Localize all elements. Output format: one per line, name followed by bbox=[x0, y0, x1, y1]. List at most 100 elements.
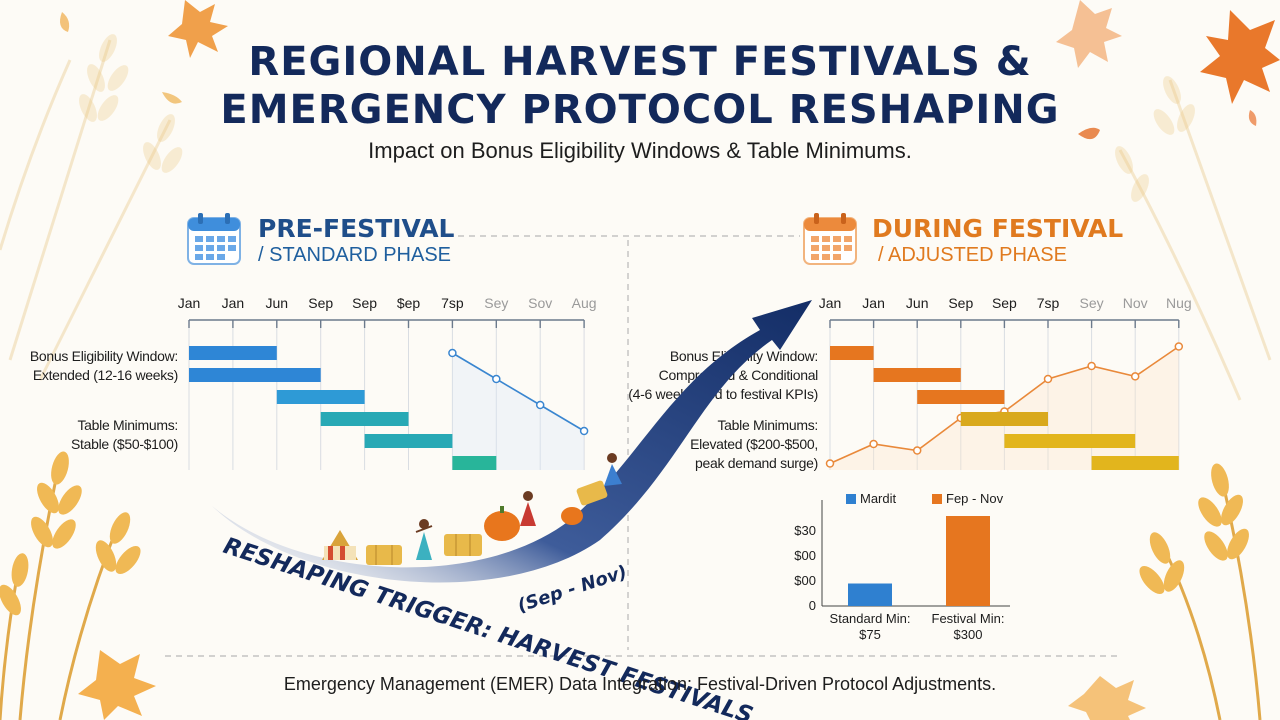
pre-bonus-label-line2: Extended (12-16 weeks) bbox=[32, 367, 178, 383]
pre-phase-subtitle: / STANDARD PHASE bbox=[258, 244, 451, 266]
y-tick-label: 0 bbox=[809, 598, 816, 613]
during-table-label-line3: peak demand surge) bbox=[694, 455, 818, 471]
pre-table-label: Table Minimums: Stable ($50-$100) bbox=[10, 416, 178, 454]
gantt-bar bbox=[320, 412, 409, 426]
x-tick-label: Standard Min: bbox=[830, 611, 911, 626]
x-tick-label: Jun bbox=[906, 295, 929, 311]
gantt-bar bbox=[917, 390, 1005, 404]
wheat-right-faded-grains-icon bbox=[1115, 76, 1195, 202]
x-tick-label: Jun bbox=[266, 295, 289, 311]
hay-bale-icon bbox=[366, 545, 402, 565]
x-tick-label: 7sp bbox=[441, 295, 464, 311]
legend-swatch bbox=[932, 494, 942, 504]
table-minimum-comparison-chart: $30 $00 $00 0 Standard Min:$75 Festival Min:$… bbox=[794, 491, 1010, 642]
comparison-bar bbox=[848, 583, 892, 606]
leaf-small-icon bbox=[1078, 127, 1100, 140]
x-tick-label: Nug bbox=[1166, 295, 1192, 311]
trend-line bbox=[451, 352, 585, 432]
pre-table-label-line1: Table Minimums: bbox=[77, 417, 178, 433]
gantt-bar bbox=[189, 346, 277, 360]
x-tick-label: Festival Min: bbox=[932, 611, 1005, 626]
dancer-icon bbox=[415, 519, 433, 560]
x-tick-label: Jan bbox=[222, 295, 245, 311]
pumpkin-icon bbox=[561, 507, 583, 525]
x-tick-label: Sov bbox=[528, 295, 552, 311]
legend-label: Fep - Nov bbox=[946, 491, 1004, 506]
x-tick-label: Sep bbox=[308, 295, 333, 311]
wheat-bottom-right-grains-icon bbox=[1139, 463, 1249, 595]
dancer-icon bbox=[604, 453, 622, 486]
hay-bale-icon bbox=[576, 480, 608, 506]
gantt-bar bbox=[189, 368, 321, 382]
wheat-left-faded-icon bbox=[0, 39, 172, 381]
trend-point bbox=[492, 374, 501, 384]
pumpkin-icon bbox=[484, 506, 520, 541]
maple-leaf-top-left-icon bbox=[168, 0, 228, 58]
leaf-small-icon bbox=[1248, 110, 1257, 126]
trend-point bbox=[1130, 372, 1140, 381]
during-table-label-line2: Elevated ($200-$500, bbox=[690, 436, 818, 452]
gantt-bar bbox=[873, 368, 961, 382]
trend-point bbox=[1043, 374, 1053, 384]
gantt-bar bbox=[830, 346, 874, 360]
during-phase-title: DURING FESTIVAL bbox=[872, 214, 1124, 243]
trend-point bbox=[825, 459, 835, 468]
x-tick-label: Aug bbox=[572, 295, 597, 311]
trend-point bbox=[912, 446, 922, 455]
y-tick-label: $30 bbox=[794, 523, 816, 538]
pre-bonus-label-line1: Bonus Eligibility Window: bbox=[29, 348, 178, 364]
page-title-line2: EMERGENCY PROTOCOL RESHAPING bbox=[220, 87, 1060, 133]
x-tick-label: Sep bbox=[992, 295, 1017, 311]
leaf-small-icon bbox=[60, 12, 70, 32]
gantt-bar bbox=[452, 456, 497, 470]
pre-phase-title: PRE-FESTIVAL bbox=[258, 214, 455, 243]
trend-point bbox=[535, 400, 545, 410]
during-festival-gantt-chart: Jan Jan Jun Sep Sep 7sp Sey Nov Nug bbox=[819, 295, 1192, 470]
footer-text: Emergency Management (EMER) Data Integra… bbox=[283, 674, 997, 694]
pre-table-label-line2: Stable ($50-$100) bbox=[71, 436, 178, 452]
trend-point bbox=[579, 426, 589, 436]
x-tick-label: Sey bbox=[1080, 295, 1104, 311]
x-tick-label: 7sp bbox=[1037, 295, 1060, 311]
dancer-icon bbox=[520, 491, 536, 526]
trend-point bbox=[869, 439, 878, 449]
x-tick-label: Jan bbox=[178, 295, 201, 311]
maple-leaf-top-right-icon bbox=[1200, 10, 1280, 104]
gantt-bar bbox=[960, 412, 1048, 426]
x-tick-label: Sep bbox=[948, 295, 973, 311]
x-tick-label: $75 bbox=[859, 627, 881, 642]
wheat-right-faded-icon bbox=[1118, 79, 1272, 401]
wheat-left-faded-grains-icon bbox=[79, 34, 183, 173]
y-tick-label: $00 bbox=[794, 548, 816, 563]
hay-bale-icon bbox=[444, 534, 482, 556]
during-phase-subtitle: / ADJUSTED PHASE bbox=[878, 244, 1067, 266]
trend-point bbox=[448, 348, 457, 358]
wheat-bottom-left-grains-icon bbox=[0, 451, 141, 616]
x-tick-label: Nov bbox=[1123, 295, 1148, 311]
gantt-bar bbox=[276, 390, 365, 404]
trend-point bbox=[1174, 342, 1184, 351]
comparison-bar bbox=[946, 516, 990, 606]
legend-swatch bbox=[846, 494, 856, 504]
gantt-bar bbox=[1091, 456, 1179, 470]
x-tick-label: Sey bbox=[484, 295, 508, 311]
x-tick-label: $300 bbox=[954, 627, 983, 642]
y-tick-label: $00 bbox=[794, 573, 816, 588]
gantt-bar bbox=[1004, 434, 1136, 448]
x-tick-label: Sep bbox=[352, 295, 377, 311]
leaf-small-icon bbox=[162, 92, 182, 104]
page-subtitle: Impact on Bonus Eligibility Windows & Ta… bbox=[368, 138, 912, 163]
calendar-icon bbox=[187, 213, 241, 265]
during-table-label: Table Minimums: Elevated ($200-$500, pea… bbox=[600, 416, 818, 473]
maple-leaf-top-right-faded-icon bbox=[1056, 0, 1122, 68]
trigger-arrow-body bbox=[212, 300, 812, 583]
legend-label: Mardit bbox=[860, 491, 897, 506]
harvest-tent-icon bbox=[322, 530, 358, 560]
x-tick-label: Jan bbox=[819, 295, 842, 311]
during-table-label-line1: Table Minimums: bbox=[717, 417, 818, 433]
trend-area bbox=[452, 353, 585, 470]
maple-leaf-bottom-left-icon bbox=[78, 650, 156, 720]
